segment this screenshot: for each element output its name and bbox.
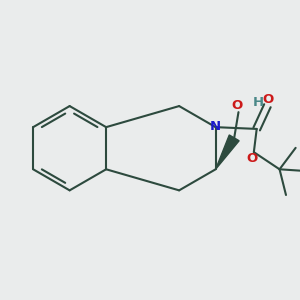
Text: O: O (246, 152, 258, 165)
Text: O: O (263, 93, 274, 106)
Text: N: N (210, 120, 221, 133)
Text: N: N (210, 120, 221, 133)
Text: H: H (253, 96, 264, 109)
Text: O: O (231, 99, 242, 112)
Polygon shape (216, 135, 239, 169)
